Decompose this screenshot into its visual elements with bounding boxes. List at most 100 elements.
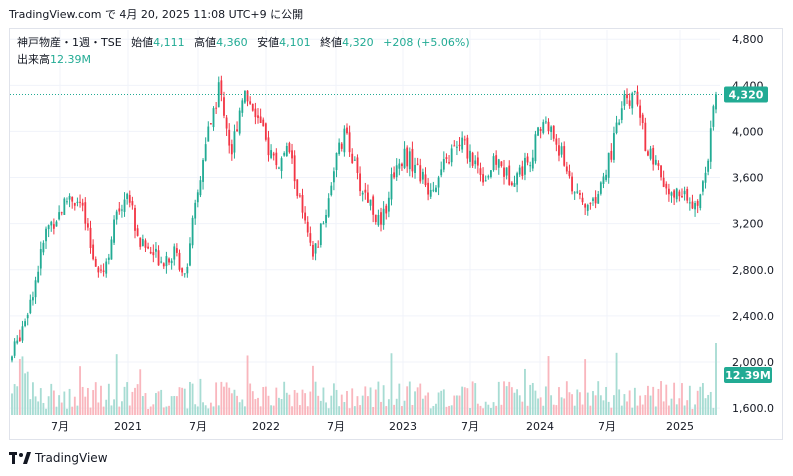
volume-bar: [100, 385, 102, 415]
volume-bar: [340, 394, 343, 415]
volume-bar: [657, 388, 660, 415]
volume-bar: [401, 406, 403, 415]
candle-body: [618, 122, 621, 125]
candle-body: [390, 174, 393, 200]
candle-body: [199, 180, 202, 196]
candle-body: [241, 100, 244, 113]
candle-body: [26, 314, 29, 319]
candle-body: [654, 159, 657, 165]
volume-bar: [492, 402, 495, 415]
footer-brand[interactable]: TradingView: [9, 451, 108, 465]
volume-bar: [68, 388, 71, 415]
volume-bar: [403, 400, 406, 415]
volume-bar: [555, 405, 558, 415]
candle-body: [510, 182, 513, 185]
candle-body: [673, 190, 676, 198]
volume-bar: [264, 386, 267, 415]
candle-body: [327, 198, 330, 217]
candle-body: [262, 119, 265, 127]
candle-body: [186, 266, 189, 274]
candle-body: [76, 201, 79, 203]
volume-bar: [537, 398, 539, 415]
volume-bar: [652, 386, 655, 415]
volume-bar: [500, 404, 503, 415]
candle-body: [639, 105, 642, 118]
volume-bar: [175, 396, 178, 415]
volume-bar: [455, 395, 458, 415]
volume-bar: [691, 408, 694, 415]
candle-body: [194, 202, 197, 219]
volume-bar: [453, 395, 456, 415]
volume-bar: [173, 395, 176, 415]
candle-body: [652, 148, 655, 165]
candle-body: [552, 125, 555, 139]
high-label: 高値: [194, 36, 217, 49]
candle-body: [246, 90, 249, 102]
volume-bar: [571, 394, 573, 415]
candle-body: [343, 128, 346, 153]
volume-bar: [312, 365, 314, 415]
chart-panel[interactable]: [9, 28, 783, 440]
volume-label[interactable]: 出来高: [17, 53, 50, 66]
volume-bar: [359, 405, 361, 415]
candle-body: [602, 176, 605, 184]
candle-body: [340, 143, 343, 149]
candle-body: [667, 188, 670, 195]
candle-body: [42, 242, 45, 253]
candle-body: [387, 197, 390, 212]
candle-body: [110, 239, 113, 260]
volume-bar: [123, 386, 126, 415]
volume-bar: [335, 389, 338, 415]
candle-body: [542, 122, 545, 133]
candle-body: [157, 250, 160, 266]
volume-bar: [521, 401, 524, 415]
volume-bar: [534, 390, 537, 415]
candle-body: [115, 211, 118, 220]
candle-body: [259, 116, 262, 123]
candle-body: [128, 194, 131, 203]
candle-body: [233, 131, 236, 153]
volume-bar: [223, 386, 225, 415]
candle-body: [521, 166, 524, 177]
candle-body: [408, 151, 411, 170]
candle-body: [576, 191, 579, 193]
volume-bar: [673, 382, 676, 415]
candle-body: [121, 209, 123, 211]
x-tick-label: 2023: [389, 420, 417, 433]
volume-bar: [503, 381, 505, 415]
volume-bar: [469, 407, 471, 415]
candle-body: [272, 153, 275, 156]
volume-bar: [319, 400, 322, 415]
volume-bar: [66, 408, 68, 415]
volume-bar: [194, 404, 197, 415]
volume-bar: [202, 402, 204, 415]
candle-body: [301, 195, 304, 213]
volume-bar: [191, 383, 194, 415]
candle-body: [346, 127, 348, 134]
candle-body: [592, 198, 594, 201]
volume-bar: [484, 401, 487, 415]
volume-bar: [249, 383, 252, 415]
volume-bar: [215, 382, 218, 415]
volume-bar: [73, 396, 76, 415]
candle-body: [678, 191, 681, 197]
x-tick-label: 7月: [598, 420, 616, 433]
candle-body: [47, 225, 50, 230]
volume-bar: [529, 384, 532, 415]
symbol-label[interactable]: 神戸物産・1週・TSE: [17, 36, 122, 49]
candle-body: [348, 132, 351, 153]
candle-body: [236, 129, 238, 132]
volume-bar: [24, 373, 27, 415]
volume-bar: [421, 398, 424, 415]
volume-bar: [204, 405, 207, 415]
candle-body: [691, 201, 694, 209]
candle-body: [97, 267, 100, 273]
volume-bar: [157, 391, 160, 415]
volume-bar: [236, 395, 238, 415]
volume-bar: [238, 402, 241, 415]
volume-bar: [539, 397, 542, 415]
candle-body: [382, 208, 385, 226]
candle-body: [353, 159, 356, 161]
volume-bar: [113, 399, 115, 415]
